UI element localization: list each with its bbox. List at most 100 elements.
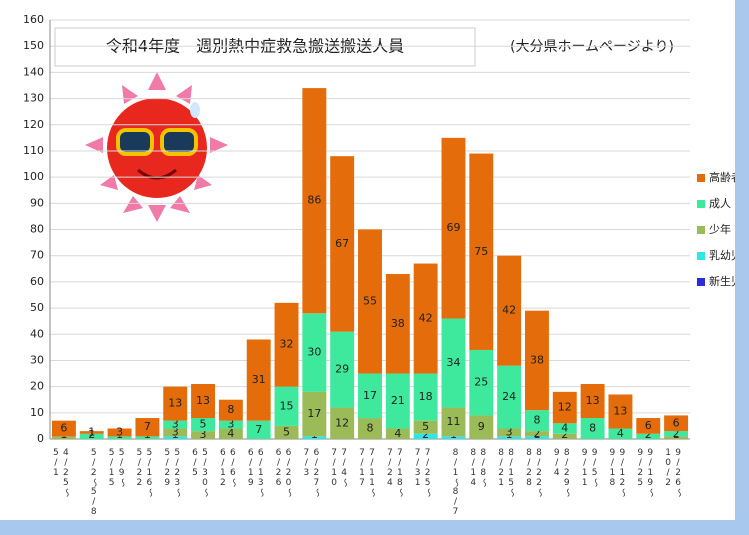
x-tick-label: 6/27～7/3 xyxy=(307,448,321,520)
value-label: 15 xyxy=(280,399,294,412)
value-label: 4 xyxy=(394,427,401,440)
x-tick-label: 8/29～9/4 xyxy=(558,448,572,520)
value-label: 69 xyxy=(446,221,460,234)
value-label: 29 xyxy=(335,363,349,376)
x-tick-label: 6/13～6/19 xyxy=(252,448,266,520)
x-tick-label: 8/8～8/14 xyxy=(474,448,488,520)
x-tick-label: 7/18～7/24 xyxy=(391,448,405,520)
y-tick-label: 120 xyxy=(23,118,44,131)
sun-illustration xyxy=(85,72,228,222)
value-label: 86 xyxy=(307,194,321,207)
legend-label: 高齢者 xyxy=(709,170,735,184)
y-tick-label: 70 xyxy=(30,249,44,262)
x-tick-label: 5/2～5/8 xyxy=(85,448,99,517)
legend-swatch xyxy=(697,200,705,208)
legend-swatch xyxy=(697,226,705,234)
value-label: 1 xyxy=(88,425,95,438)
value-label: 4 xyxy=(561,422,568,435)
value-label: 12 xyxy=(335,416,349,429)
value-label: 13 xyxy=(168,397,182,410)
y-tick-label: 100 xyxy=(23,170,44,183)
y-tick-label: 30 xyxy=(30,353,44,366)
value-label: 55 xyxy=(363,295,377,308)
y-tick-label: 140 xyxy=(23,65,44,78)
value-label: 24 xyxy=(502,390,516,403)
chart: 令和4年度 週別熱中症救急搬送搬送人員 (大分県ホームページより) 010203… xyxy=(0,0,735,520)
x-tick-label: 6/20～6/26 xyxy=(280,448,294,520)
value-label: 38 xyxy=(391,317,405,330)
value-label: 5 xyxy=(422,420,429,433)
value-label: 12 xyxy=(558,401,572,414)
x-tick-label: 5/9～5/15 xyxy=(113,448,127,520)
legend-label: 少年 xyxy=(709,222,731,236)
value-label: 7 xyxy=(255,423,262,436)
x-tick-label: 9/26～10/2 xyxy=(669,448,683,520)
value-label: 67 xyxy=(335,237,349,250)
value-label: 18 xyxy=(419,390,433,403)
value-label: 6 xyxy=(60,422,67,435)
x-tick-label: 5/30～6/5 xyxy=(196,448,210,520)
value-label: 8 xyxy=(367,422,374,435)
value-label: 5 xyxy=(200,418,207,431)
value-label: 13 xyxy=(613,405,627,418)
value-label: 25 xyxy=(474,376,488,389)
value-label: 32 xyxy=(280,338,294,351)
legend-swatch xyxy=(697,174,705,182)
value-label: 8 xyxy=(227,403,234,416)
x-tick-label: 7/25～7/31 xyxy=(419,448,433,520)
value-label: 3 xyxy=(116,425,123,438)
y-tick-label: 150 xyxy=(23,39,44,52)
x-tick-label: 8/15～8/21 xyxy=(502,448,516,520)
value-label: 13 xyxy=(196,394,210,407)
y-tick-label: 60 xyxy=(30,275,44,288)
legend-swatch xyxy=(697,278,705,286)
value-label: 5 xyxy=(283,425,290,438)
value-label: 30 xyxy=(307,346,321,359)
x-tick-label: 6/6～6/12 xyxy=(224,448,238,520)
value-label: 7 xyxy=(144,420,151,433)
x-tick-label: 5/23～5/29 xyxy=(168,448,182,520)
value-label: 38 xyxy=(530,353,544,366)
value-label: 42 xyxy=(502,304,516,317)
x-tick-label: 9/12～9/18 xyxy=(613,448,627,520)
y-tick-label: 90 xyxy=(30,196,44,209)
value-label: 21 xyxy=(391,394,405,407)
legend-label: 乳幼児 xyxy=(709,249,735,262)
value-label: 17 xyxy=(363,389,377,402)
x-tick-label: 8/1～8/7 xyxy=(446,448,460,517)
value-label: 6 xyxy=(673,416,680,429)
chart-panel: 令和4年度 週別熱中症救急搬送搬送人員 (大分県ホームページより) 010203… xyxy=(0,0,735,520)
x-tick-label: 9/5～9/11 xyxy=(586,448,600,520)
value-label: 8 xyxy=(533,414,540,427)
x-tick-label: 9/19～9/25 xyxy=(641,448,655,520)
value-label: 8 xyxy=(589,422,596,435)
y-tick-label: 20 xyxy=(30,380,44,393)
y-tick-label: 0 xyxy=(37,432,44,445)
y-tick-label: 50 xyxy=(30,301,44,314)
chart-subtitle: (大分県ホームページより) xyxy=(510,39,674,55)
x-tick-label: 4/25～5/1 xyxy=(57,448,71,520)
y-tick-label: 40 xyxy=(30,327,44,340)
legend-label: 新生児 xyxy=(709,274,735,288)
value-label: 11 xyxy=(446,415,460,428)
value-label: 9 xyxy=(478,420,485,433)
y-tick-label: 80 xyxy=(30,223,44,236)
x-tick-label: 7/4～7/10 xyxy=(335,448,349,520)
value-label: 42 xyxy=(419,312,433,325)
y-tick-label: 10 xyxy=(30,406,44,419)
value-label: 75 xyxy=(474,245,488,258)
value-label: 17 xyxy=(307,407,321,420)
y-tick-label: 160 xyxy=(23,13,44,26)
legend-swatch xyxy=(697,252,705,260)
page: 令和4年度 週別熱中症救急搬送搬送人員 (大分県ホームページより) 010203… xyxy=(0,0,749,535)
value-label: 34 xyxy=(446,356,460,369)
x-tick-label: 7/11～7/17 xyxy=(363,448,377,520)
value-label: 4 xyxy=(617,427,624,440)
y-tick-label: 110 xyxy=(23,144,44,157)
y-tick-label: 130 xyxy=(23,92,44,105)
value-label: 13 xyxy=(586,394,600,407)
legend-label: 成人 xyxy=(709,197,731,210)
value-label: 31 xyxy=(252,373,266,386)
x-tick-label: 5/16～5/22 xyxy=(140,448,154,520)
x-tick-label: 8/22～8/28 xyxy=(530,448,544,520)
